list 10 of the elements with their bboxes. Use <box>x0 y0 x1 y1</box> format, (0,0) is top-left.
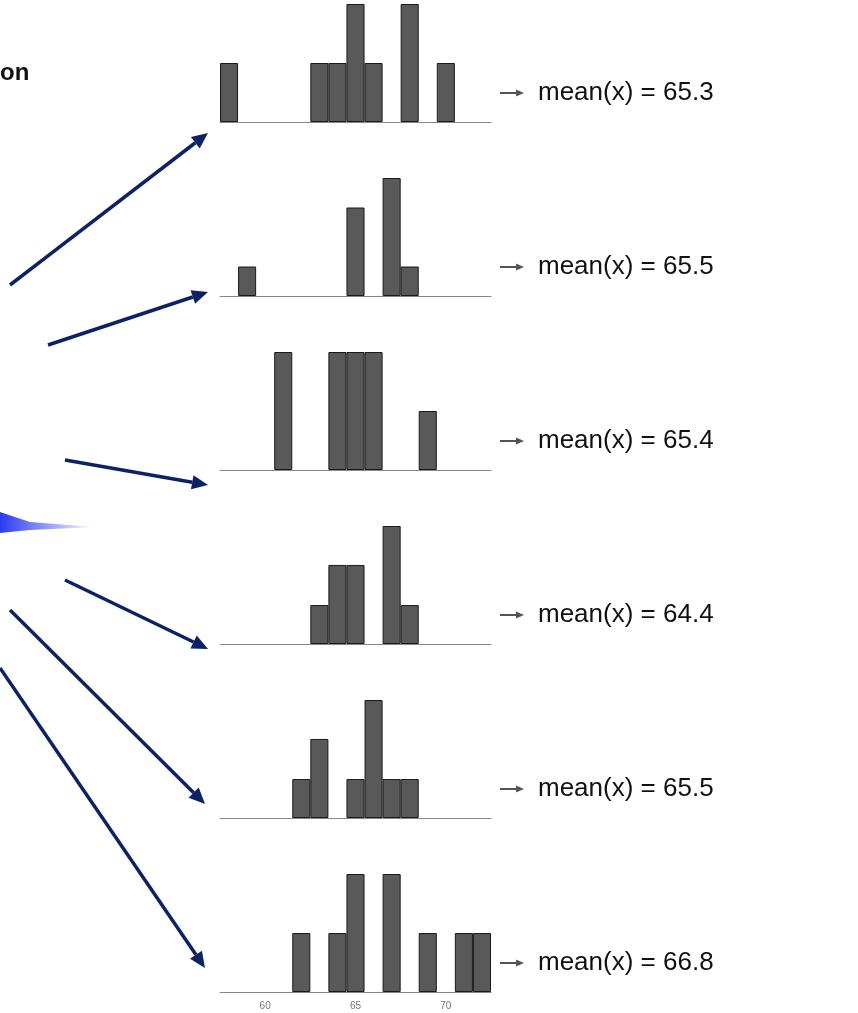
x-tick-label: 70 <box>440 999 452 1011</box>
text: mean(x) = 65.4 <box>538 424 714 454</box>
x-tick-label: 65 <box>349 999 362 1011</box>
text: mean(x) = 64.4 <box>538 598 714 628</box>
text: on <box>0 58 30 86</box>
x-tick-label: 60 <box>259 999 272 1011</box>
text: mean(x) = 65.5 <box>538 250 714 280</box>
text: mean(x) = 65.5 <box>538 772 714 802</box>
text: mean(x) = 65.3 <box>538 76 714 106</box>
text: mean(x) = 66.8 <box>538 946 714 976</box>
